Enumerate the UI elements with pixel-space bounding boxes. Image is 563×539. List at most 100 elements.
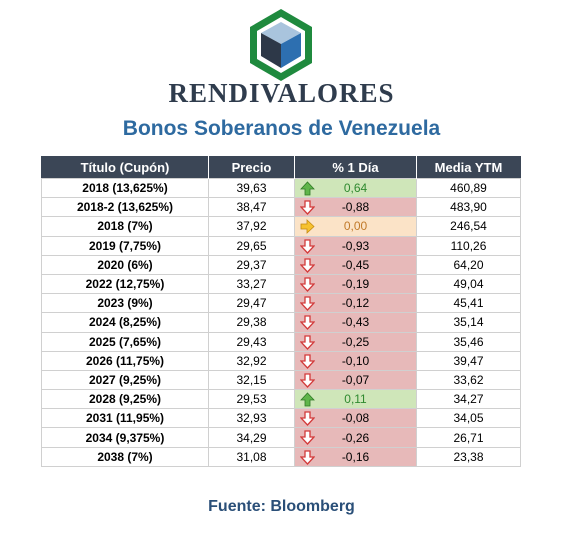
change-value: -0,16 — [341, 449, 370, 464]
change-value: -0,19 — [341, 277, 370, 292]
bond-price: 29,47 — [208, 293, 295, 314]
table-row: 2028 (9,25%) 29,53 0,11 34,27 — [41, 389, 521, 410]
bond-price: 29,37 — [208, 254, 295, 275]
table-row: 2038 (7%) 31,08 -0,16 23,38 — [41, 446, 521, 467]
bond-title: 2020 (6%) — [41, 254, 209, 275]
change-value: 0,11 — [344, 392, 367, 407]
table-row: 2024 (8,25%) 29,38 -0,43 35,14 — [41, 312, 521, 333]
header-cambio: % 1 Día — [294, 156, 417, 179]
up-arrow-icon — [300, 392, 315, 407]
bond-title: 2018 (13,625%) — [41, 177, 209, 199]
bond-ytm: 49,04 — [416, 273, 521, 295]
table-row: 2018 (13,625%) 39,63 0,64 460,89 — [41, 177, 521, 199]
bond-daily-change: -0,45 — [294, 254, 417, 275]
bond-daily-change: -0,12 — [294, 293, 417, 314]
change-value: -0,93 — [341, 238, 370, 253]
table-row: 2023 (9%) 29,47 -0,12 45,41 — [41, 293, 521, 314]
bond-price: 29,53 — [208, 389, 295, 410]
bond-ytm: 35,46 — [416, 331, 521, 352]
header-precio: Precio — [208, 156, 295, 179]
bond-title: 2024 (8,25%) — [41, 312, 209, 333]
bond-title: 2018-2 (13,625%) — [41, 197, 209, 218]
bond-ytm: 246,54 — [416, 216, 521, 237]
bond-title: 2034 (9,375%) — [41, 427, 209, 448]
down-arrow-icon — [300, 238, 315, 254]
table-header-row: Título (Cupón) Precio % 1 Día Media YTM — [41, 156, 521, 179]
bond-ytm: 483,90 — [416, 197, 521, 218]
down-arrow-icon — [300, 373, 315, 388]
source-note: Fuente: Bloomberg — [208, 498, 355, 515]
bond-price: 33,27 — [208, 273, 295, 295]
bond-price: 29,65 — [208, 235, 295, 256]
header-ytm: Media YTM — [416, 156, 521, 179]
bond-title: 2022 (12,75%) — [41, 273, 209, 295]
page-title: Bonos Soberanos de Venezuela — [122, 117, 441, 140]
bond-title: 2026 (11,75%) — [41, 350, 209, 371]
table-row: 2031 (11,95%) 32,93 -0,08 34,05 — [41, 408, 521, 429]
right-arrow-icon — [300, 219, 315, 235]
bond-ytm: 64,20 — [416, 254, 521, 275]
change-value: -0,43 — [341, 315, 370, 330]
down-arrow-icon — [300, 315, 315, 331]
change-value: -0,25 — [341, 334, 370, 349]
bond-ytm: 23,38 — [416, 446, 521, 467]
bond-price: 32,93 — [208, 408, 295, 429]
down-arrow-icon — [300, 430, 315, 446]
bond-daily-change: 0,64 — [294, 177, 417, 199]
bonds-table: Título (Cupón) Precio % 1 Día Media YTM … — [41, 156, 521, 467]
bond-title: 2028 (9,25%) — [41, 389, 209, 410]
change-value: -0,88 — [341, 200, 370, 215]
bond-daily-change: -0,88 — [294, 197, 417, 218]
down-arrow-icon — [300, 277, 315, 292]
bond-price: 32,15 — [208, 369, 295, 391]
change-value: 0,64 — [343, 181, 368, 196]
bond-title: 2023 (9%) — [41, 293, 209, 314]
bond-title: 2038 (7%) — [41, 446, 209, 467]
up-arrow-icon — [300, 181, 315, 196]
down-arrow-icon — [300, 296, 315, 312]
bond-daily-change: -0,43 — [294, 312, 417, 333]
table-row: 2019 (7,75%) 29,65 -0,93 110,26 — [41, 235, 521, 256]
change-value: -0,08 — [341, 411, 370, 426]
table-row: 2034 (9,375%) 34,29 -0,26 26,71 — [41, 427, 521, 448]
bond-price: 39,63 — [208, 177, 295, 199]
change-value: -0,07 — [341, 372, 370, 387]
table-row: 2025 (7,65%) 29,43 -0,25 35,46 — [41, 331, 521, 352]
bond-ytm: 110,26 — [416, 235, 521, 256]
bond-daily-change: 0,00 — [294, 216, 417, 237]
rendivalores-logo — [250, 9, 312, 81]
bond-title: 2027 (9,25%) — [41, 369, 209, 391]
bond-ytm: 45,41 — [416, 293, 521, 314]
bond-daily-change: -0,08 — [294, 408, 417, 429]
table-row: 2022 (12,75%) 33,27 -0,19 49,04 — [41, 273, 521, 295]
table-row: 2018 (7%) 37,92 0,00 246,54 — [41, 216, 521, 237]
bond-daily-change: 0,11 — [294, 389, 417, 410]
change-value: -0,45 — [341, 257, 370, 272]
down-arrow-icon — [300, 200, 315, 216]
bond-price: 32,92 — [208, 350, 295, 371]
bond-ytm: 35,14 — [416, 312, 521, 333]
bond-ytm: 33,62 — [416, 369, 521, 391]
bond-ytm: 26,71 — [416, 427, 521, 448]
header-titulo: Título (Cupón) — [41, 156, 209, 179]
bond-daily-change: -0,25 — [294, 331, 417, 352]
bond-title: 2019 (7,75%) — [41, 235, 209, 256]
bond-daily-change: -0,10 — [294, 350, 417, 371]
change-value: -0,12 — [341, 296, 370, 311]
bond-price: 29,38 — [208, 312, 295, 333]
bond-ytm: 460,89 — [416, 177, 521, 199]
down-arrow-icon — [300, 354, 315, 369]
bonds-table-body: 2018 (13,625%) 39,63 0,64 460,89 2018-2 (13,… — [41, 177, 521, 467]
bond-daily-change: -0,07 — [294, 369, 417, 391]
change-value: -0,26 — [341, 430, 370, 445]
bond-title: 2025 (7,65%) — [41, 331, 209, 352]
bond-price: 37,92 — [208, 216, 295, 237]
bond-title: 2018 (7%) — [41, 216, 209, 237]
table-row: 2018-2 (13,625%) 38,47 -0,88 483,90 — [41, 197, 521, 218]
bond-price: 34,29 — [208, 427, 295, 448]
down-arrow-icon — [300, 449, 315, 465]
bond-price: 38,47 — [208, 197, 295, 218]
change-value: -0,10 — [341, 353, 370, 368]
table-row: 2027 (9,25%) 32,15 -0,07 33,62 — [41, 369, 521, 391]
bond-daily-change: -0,26 — [294, 427, 417, 448]
